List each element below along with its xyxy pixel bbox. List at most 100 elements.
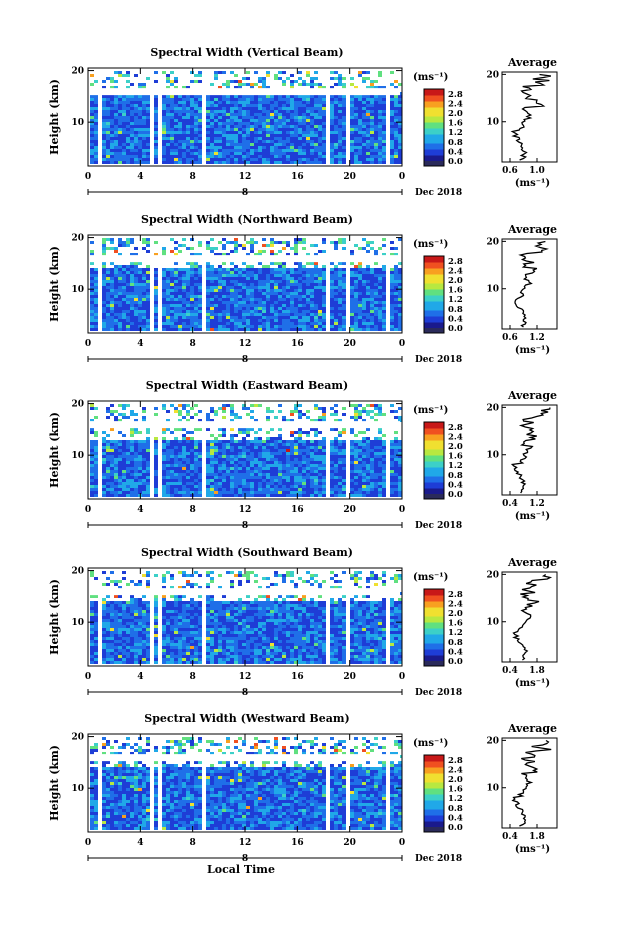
heatmap-cell [382, 158, 386, 161]
heatmap-cell [118, 328, 122, 331]
heatmap-cell [134, 289, 138, 292]
heatmap-cell [194, 428, 198, 431]
heatmap-cell [270, 268, 274, 271]
heatmap-cell [238, 455, 242, 458]
heatmap-cell [294, 404, 298, 407]
heatmap-cell [262, 458, 266, 461]
heatmap-cell [290, 313, 294, 316]
heatmap-cell [126, 455, 130, 458]
heatmap-cell [274, 268, 278, 271]
heatmap-cell [330, 292, 334, 295]
heatmap-cell [354, 104, 358, 107]
heatmap-cell [230, 295, 234, 298]
colorbar-segment [424, 110, 444, 114]
heatmap-cell [246, 491, 250, 494]
heatmap-cell [230, 110, 234, 113]
heatmap-cell [334, 247, 338, 250]
heatmap-cell [378, 95, 382, 98]
heatmap-cell [274, 158, 278, 161]
heatmap-cell [118, 146, 122, 149]
heatmap-cell [110, 301, 114, 304]
heatmap-cell [134, 280, 138, 283]
heatmap-cell [110, 286, 114, 289]
heatmap-cell [218, 158, 222, 161]
heatmap-cell [94, 295, 98, 298]
heatmap-cell [194, 122, 198, 125]
heatmap-cell [162, 325, 166, 328]
heatmap-cell [378, 98, 382, 101]
heatmap-cell [374, 86, 378, 89]
heatmap-cell [362, 131, 366, 134]
heatmap-cell [250, 250, 254, 253]
heatmap-cell [282, 452, 286, 455]
heatmap-cell [90, 131, 94, 134]
heatmap-cell [370, 310, 374, 313]
heatmap-cell [306, 131, 310, 134]
heatmap-cell [354, 95, 358, 98]
heatmap-cell [118, 301, 122, 304]
heatmap-cell [394, 310, 398, 313]
heatmap-cell [318, 137, 322, 140]
heatmap-cell [370, 289, 374, 292]
heatmap-cell [258, 325, 262, 328]
colorbar-segment [424, 125, 444, 129]
heatmap-cell [238, 416, 242, 419]
heatmap-cell [142, 274, 146, 277]
heatmap-cell [306, 325, 310, 328]
heatmap-cell [146, 458, 150, 461]
heatmap-cell [342, 101, 346, 104]
heatmap-cell [166, 271, 170, 274]
heatmap-cell [94, 125, 98, 128]
heatmap-cell [230, 131, 234, 134]
heatmap-cell [250, 440, 254, 443]
heatmap-cell [226, 146, 230, 149]
heatmap-cell [234, 440, 238, 443]
heatmap-cell [154, 134, 158, 137]
heatmap-cell [198, 253, 202, 256]
heatmap-cell [398, 286, 402, 289]
heatmap-cell [246, 116, 250, 119]
heatmap-cell [250, 310, 254, 313]
heatmap-cell [178, 289, 182, 292]
heatmap-cell [266, 452, 270, 455]
heatmap-cell [358, 289, 362, 292]
heatmap-cell [94, 286, 98, 289]
colorbar-tick-label: 2.4 [448, 266, 463, 276]
heatmap-cell [362, 247, 366, 250]
colorbar-segment [424, 131, 444, 135]
heatmap-cell [106, 461, 110, 464]
heatmap-cell [334, 101, 338, 104]
heatmap-cell [242, 467, 246, 470]
heatmap-cell [334, 116, 338, 119]
heatmap-cell [190, 274, 194, 277]
heatmap-cell [394, 131, 398, 134]
heatmap-cell [222, 322, 226, 325]
heatmap-cell [142, 440, 146, 443]
heatmap-cell [214, 470, 218, 473]
heatmap-cell [290, 125, 294, 128]
heatmap-cell [306, 140, 310, 143]
heatmap-cell [178, 104, 182, 107]
heatmap-cell [218, 434, 222, 437]
heatmap-cell [374, 289, 378, 292]
heatmap-cell [286, 494, 290, 497]
heatmap-cell [130, 128, 134, 131]
heatmap-cell [298, 310, 302, 313]
heatmap-cell [218, 116, 222, 119]
heatmap-cell [366, 128, 370, 131]
heatmap-cell [274, 98, 278, 101]
heatmap-cell [210, 316, 214, 319]
heatmap-cell [198, 140, 202, 143]
heatmap-cell [322, 280, 326, 283]
heatmap-cell [310, 128, 314, 131]
heatmap-cell [90, 304, 94, 307]
heatmap-cell [222, 458, 226, 461]
heatmap-cell [214, 122, 218, 125]
heatmap-cell [338, 125, 342, 128]
heatmap-cell [394, 265, 398, 268]
heatmap-cell [182, 104, 186, 107]
heatmap-cell [130, 83, 134, 86]
heatmap-cell [106, 488, 110, 491]
heatmap-cell [310, 158, 314, 161]
heatmap-cell [262, 298, 266, 301]
